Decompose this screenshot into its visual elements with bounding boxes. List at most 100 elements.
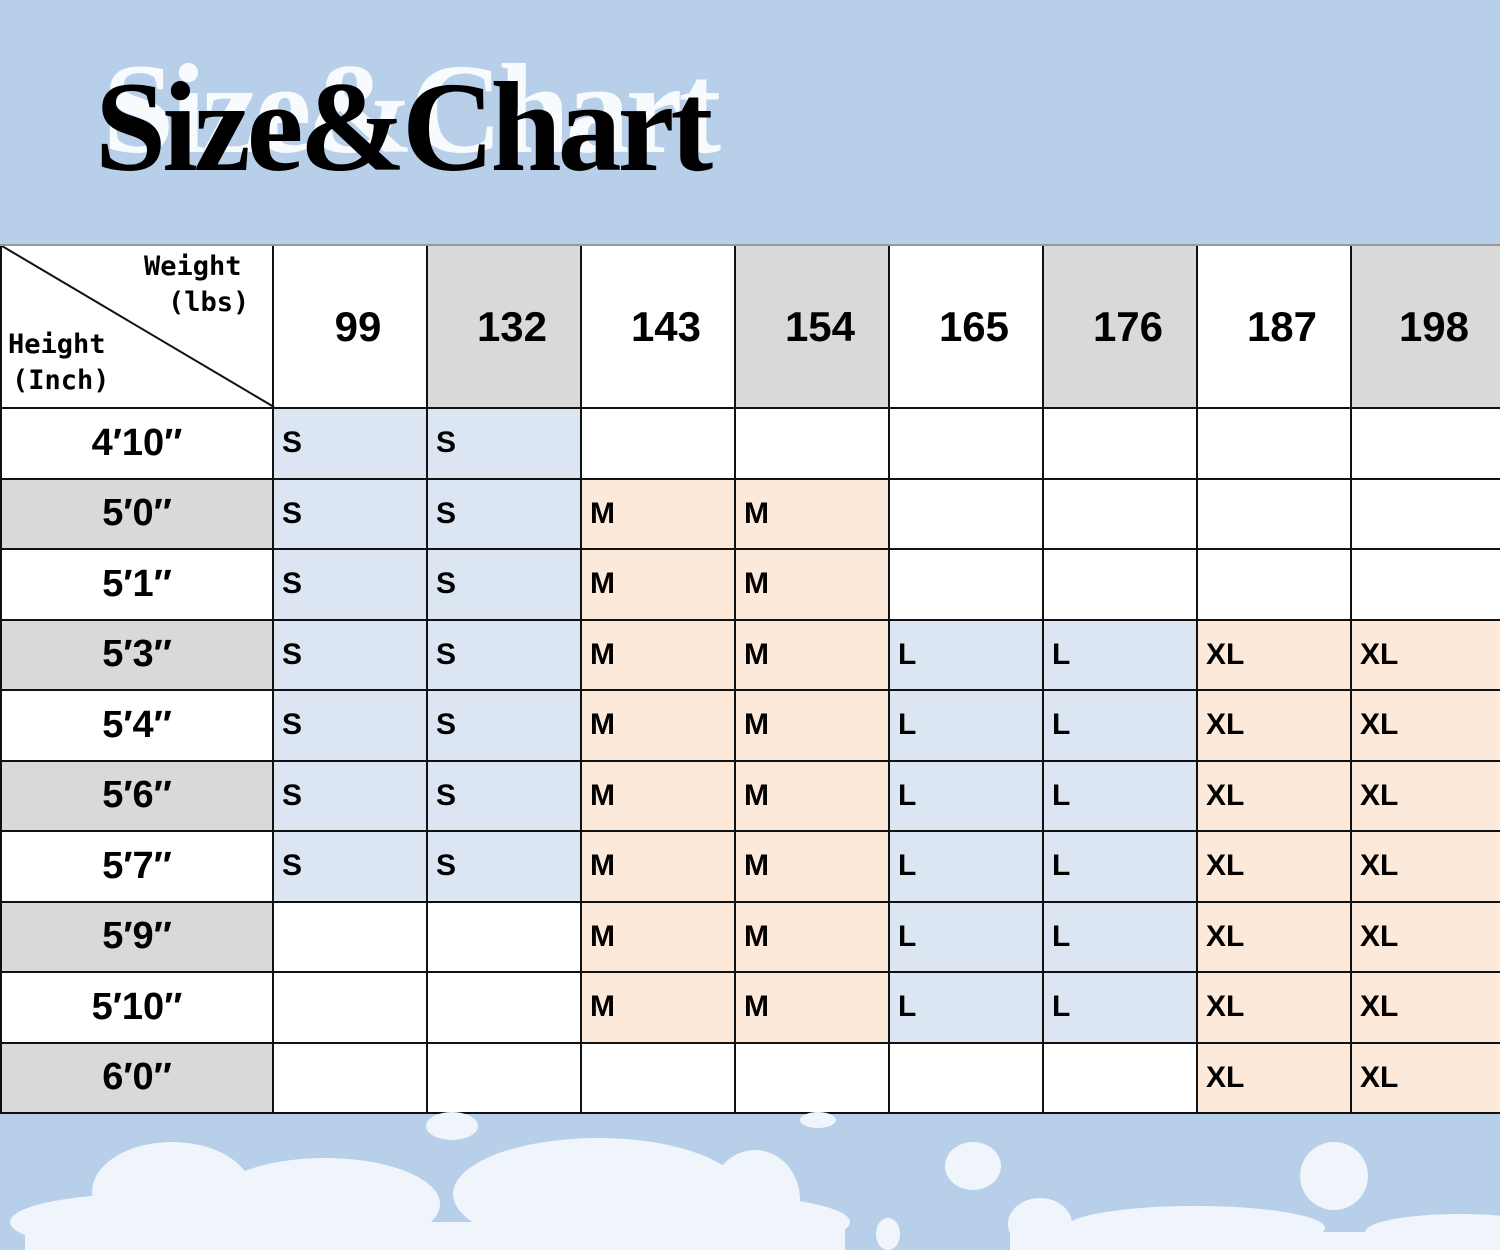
size-cell: S: [274, 620, 428, 691]
size-cell: [1352, 409, 1500, 480]
size-cell: [1044, 409, 1198, 480]
size-cell: [1352, 550, 1500, 621]
size-cell: [428, 973, 582, 1044]
size-cell: M: [582, 479, 736, 550]
size-cell: M: [736, 761, 890, 832]
size-cell: [582, 1043, 736, 1114]
size-cell: L: [1044, 761, 1198, 832]
size-cell: M: [582, 761, 736, 832]
size-cell: L: [890, 832, 1044, 903]
size-cell: XL: [1352, 620, 1500, 691]
weight-header: 143: [582, 246, 736, 409]
size-cell: M: [736, 479, 890, 550]
size-cell: [1044, 550, 1198, 621]
height-label: 5′7″: [0, 832, 274, 903]
weight-unit: (lbs): [168, 287, 250, 318]
size-cell: [428, 902, 582, 973]
weight-header: 187: [1198, 246, 1352, 409]
size-cell: S: [274, 832, 428, 903]
size-cell: S: [428, 761, 582, 832]
size-cell: [1044, 1043, 1198, 1114]
height-label: 5′6″: [0, 761, 274, 832]
size-cell: S: [428, 409, 582, 480]
size-cell: M: [582, 973, 736, 1044]
size-cell: S: [428, 550, 582, 621]
height-label: 5′3″: [0, 620, 274, 691]
height-label: 5′9″: [0, 902, 274, 973]
size-cell: XL: [1198, 761, 1352, 832]
size-cell: M: [582, 620, 736, 691]
size-cell: XL: [1352, 832, 1500, 903]
weight-header: 165: [890, 246, 1044, 409]
size-cell: [1044, 479, 1198, 550]
weight-header: 176: [1044, 246, 1198, 409]
size-cell: S: [274, 479, 428, 550]
size-cell: M: [582, 832, 736, 903]
size-cell: M: [736, 973, 890, 1044]
size-cell: L: [890, 902, 1044, 973]
diagonal-divider: [2, 246, 275, 408]
size-cell: [274, 1043, 428, 1114]
size-cell: S: [428, 620, 582, 691]
size-cell: XL: [1352, 902, 1500, 973]
size-cell: S: [428, 691, 582, 762]
size-cell: L: [890, 620, 1044, 691]
size-cell: [428, 1043, 582, 1114]
size-cell: XL: [1198, 691, 1352, 762]
size-cell: M: [736, 691, 890, 762]
height-label: 5′0″: [0, 479, 274, 550]
size-cell: S: [274, 761, 428, 832]
size-cell: [890, 479, 1044, 550]
size-cell: [890, 1043, 1044, 1114]
size-cell: S: [428, 479, 582, 550]
size-cell: XL: [1198, 832, 1352, 903]
cloud-decoration: [10, 1112, 1500, 1250]
height-label: 6′0″: [0, 1043, 274, 1114]
size-cell: M: [736, 550, 890, 621]
height-label: 5′1″: [0, 550, 274, 621]
size-cell: M: [736, 832, 890, 903]
size-cell: L: [1044, 691, 1198, 762]
size-cell: [1198, 409, 1352, 480]
size-cell: [890, 409, 1044, 480]
size-cell: L: [1044, 832, 1198, 903]
size-cell: L: [1044, 973, 1198, 1044]
size-cell: L: [890, 691, 1044, 762]
height-label: 4′10″: [0, 409, 274, 480]
size-cell: XL: [1198, 620, 1352, 691]
size-cell: L: [1044, 902, 1198, 973]
size-cell: [890, 550, 1044, 621]
height-unit: (Inch): [12, 365, 110, 396]
weight-label: Weight: [144, 251, 242, 282]
weight-header: 154: [736, 246, 890, 409]
size-cell: [1198, 479, 1352, 550]
size-cell: [736, 409, 890, 480]
size-cell: M: [582, 902, 736, 973]
size-cell: XL: [1198, 973, 1352, 1044]
size-cell: [736, 1043, 890, 1114]
size-cell: [274, 902, 428, 973]
height-label: 5′10″: [0, 973, 274, 1044]
size-cell: L: [1044, 620, 1198, 691]
size-cell: S: [274, 409, 428, 480]
table-corner-header: Weight (lbs) Height (Inch): [0, 246, 275, 409]
size-cell: [582, 409, 736, 480]
size-cell: S: [428, 832, 582, 903]
weight-header: 198: [1352, 246, 1500, 409]
height-label: 5′4″: [0, 691, 274, 762]
size-cell: M: [736, 620, 890, 691]
size-cell: L: [890, 973, 1044, 1044]
size-cell: XL: [1352, 691, 1500, 762]
size-cell: [1352, 480, 1500, 550]
size-cell: XL: [1352, 761, 1500, 832]
size-cell: XL: [1352, 1043, 1500, 1114]
size-cell: L: [890, 761, 1044, 832]
size-cell: [274, 973, 428, 1044]
size-cell: XL: [1198, 902, 1352, 973]
size-cell: S: [274, 691, 428, 762]
size-cell: M: [582, 550, 736, 621]
size-chart-table: Weight (lbs) Height (Inch) 99 132 143 154 16…: [0, 244, 1500, 1114]
height-label: Height: [8, 329, 106, 360]
size-cell: XL: [1198, 1043, 1352, 1114]
size-cell: [1198, 550, 1352, 621]
